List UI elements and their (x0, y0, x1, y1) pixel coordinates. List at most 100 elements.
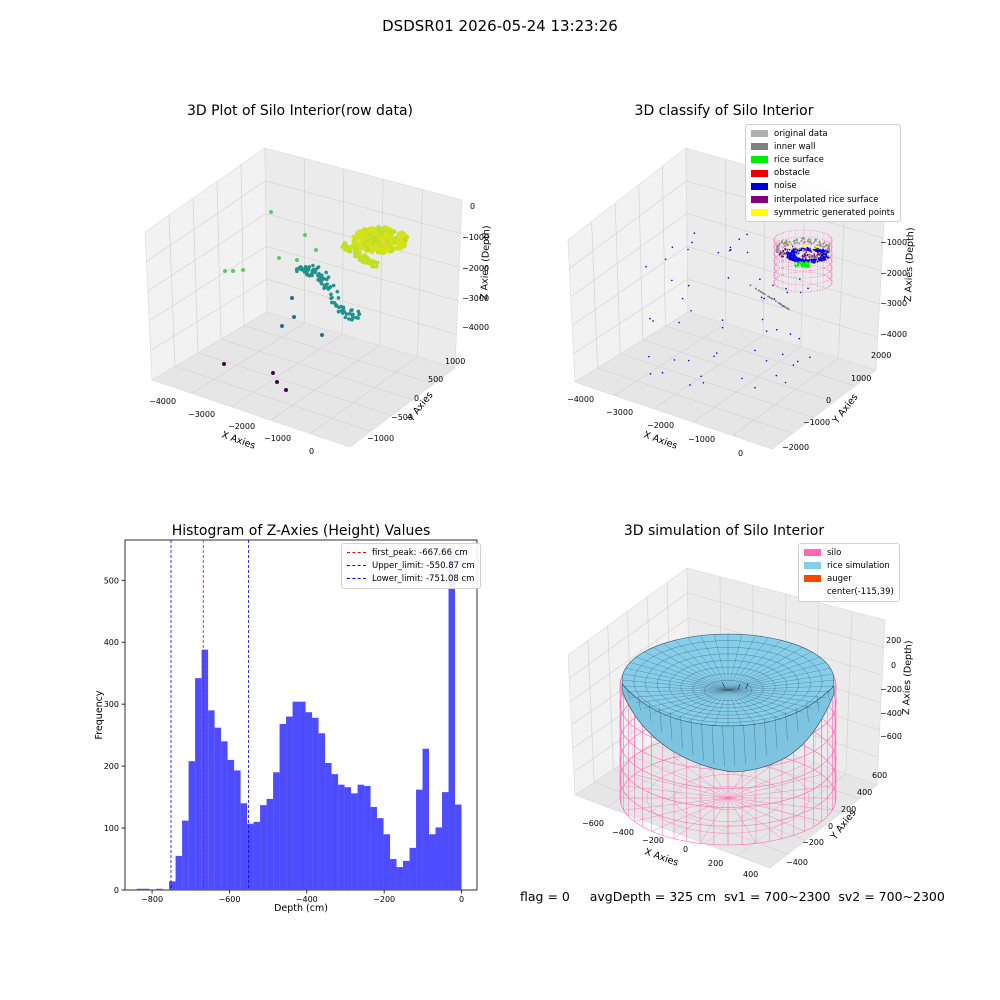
scatter-point (798, 242, 801, 245)
scatter-point (271, 371, 275, 375)
rice-mesh-line (727, 643, 793, 691)
scatter-point (790, 283, 792, 285)
plot2-ztick: −2000 (880, 269, 907, 278)
auger-marker (721, 681, 749, 691)
scatter-point (796, 264, 799, 267)
rice-mesh-line (636, 689, 729, 704)
scatter-point (309, 271, 314, 276)
plot4-xtick: 0 (683, 845, 688, 854)
scatter-point (678, 321, 680, 324)
scatter-point (326, 287, 331, 291)
scatter-point (773, 246, 775, 248)
scatter-point (830, 263, 832, 265)
scatter-point (790, 265, 792, 267)
scatter-point (351, 316, 355, 320)
rice-mesh-line (727, 662, 826, 691)
scatter-point (773, 281, 775, 283)
legend-swatch (751, 182, 768, 190)
scatter-point (649, 373, 652, 375)
scatter-point (802, 236, 804, 238)
plot1-ztick: −2000 (462, 264, 489, 273)
plot1-ztick: −1000 (462, 233, 489, 242)
scatter-point (831, 238, 833, 240)
scatter-point (356, 316, 360, 320)
hist-bar (292, 701, 300, 890)
scatter-point (779, 247, 781, 249)
scatter-point (824, 256, 827, 259)
scatter-point (687, 359, 690, 362)
scatter-point (799, 270, 801, 272)
rice-mesh-line (680, 716, 683, 749)
scatter-point (765, 359, 768, 362)
hist-bar (136, 888, 144, 890)
scatter-point (786, 251, 789, 254)
scatter-point (786, 255, 789, 258)
scatter-point (794, 257, 797, 260)
legend-label: center(-115,39) (827, 587, 894, 598)
scatter-point (792, 258, 795, 261)
scatter-point (321, 276, 326, 281)
rice-mesh-line (625, 689, 729, 693)
scatter-point (819, 231, 821, 233)
plot1-xtick: −4000 (149, 397, 176, 406)
scatter-point (808, 243, 810, 245)
rice-mesh-line (727, 679, 835, 691)
rice-mesh-line (827, 689, 830, 701)
legend-label: rice simulation (827, 560, 890, 571)
hist-bar (442, 792, 449, 890)
scatter-point (687, 284, 690, 287)
scatter-point (814, 230, 816, 232)
plot2-ytick: 0 (826, 396, 831, 405)
scatter-point (774, 256, 776, 258)
scatter-point (805, 270, 807, 272)
scatter-point (796, 277, 798, 279)
plot2-xtick: 0 (738, 449, 743, 458)
rice-mesh-line (727, 689, 820, 704)
hist-xtick-label: −200 (373, 895, 395, 904)
scatter-point (825, 240, 827, 242)
scatter-point (223, 269, 227, 273)
scatter-point (780, 255, 783, 258)
scatter-point (382, 235, 388, 240)
scatter-point (817, 250, 820, 253)
hist-bar (201, 649, 209, 890)
scatter-point (375, 249, 381, 255)
scatter-point (831, 246, 833, 248)
plot2-zlabel: Z Axies (Depth) (903, 227, 917, 302)
scatter-point (806, 264, 809, 267)
scatter-point (813, 247, 816, 249)
rice-mesh-line (700, 635, 729, 691)
scatter-point (777, 276, 779, 278)
scatter-point (825, 275, 827, 277)
plot4-ytick: 400 (857, 788, 872, 797)
scatter-point (825, 287, 827, 289)
scatter-point (324, 277, 329, 282)
scatter-point (824, 244, 827, 247)
scatter-point (808, 241, 811, 244)
scatter-point (796, 258, 799, 261)
scatter-point (799, 277, 801, 279)
hist-bar (234, 770, 241, 890)
scatter-point (275, 380, 279, 384)
legend-swatch (751, 130, 768, 138)
scatter-point (788, 272, 789, 274)
rice-mesh-line (727, 689, 769, 723)
hist-bar (182, 820, 189, 890)
rice-mesh-line (727, 656, 820, 691)
scatter-point (789, 333, 792, 335)
scatter-point (375, 238, 380, 244)
scatter-point (382, 250, 387, 255)
scatter-point (814, 259, 817, 262)
scatter-point (814, 237, 816, 239)
scatter-point (785, 261, 787, 263)
scatter-point (358, 242, 363, 247)
scatter-point (824, 249, 827, 252)
scatter-point (790, 262, 792, 264)
rice-mesh-line (727, 634, 742, 691)
hist-xtick-label: −400 (296, 895, 318, 904)
scatter-point (774, 278, 776, 280)
scatter-point (786, 248, 789, 251)
scatter-point (788, 247, 791, 250)
scatter-point (818, 253, 821, 256)
